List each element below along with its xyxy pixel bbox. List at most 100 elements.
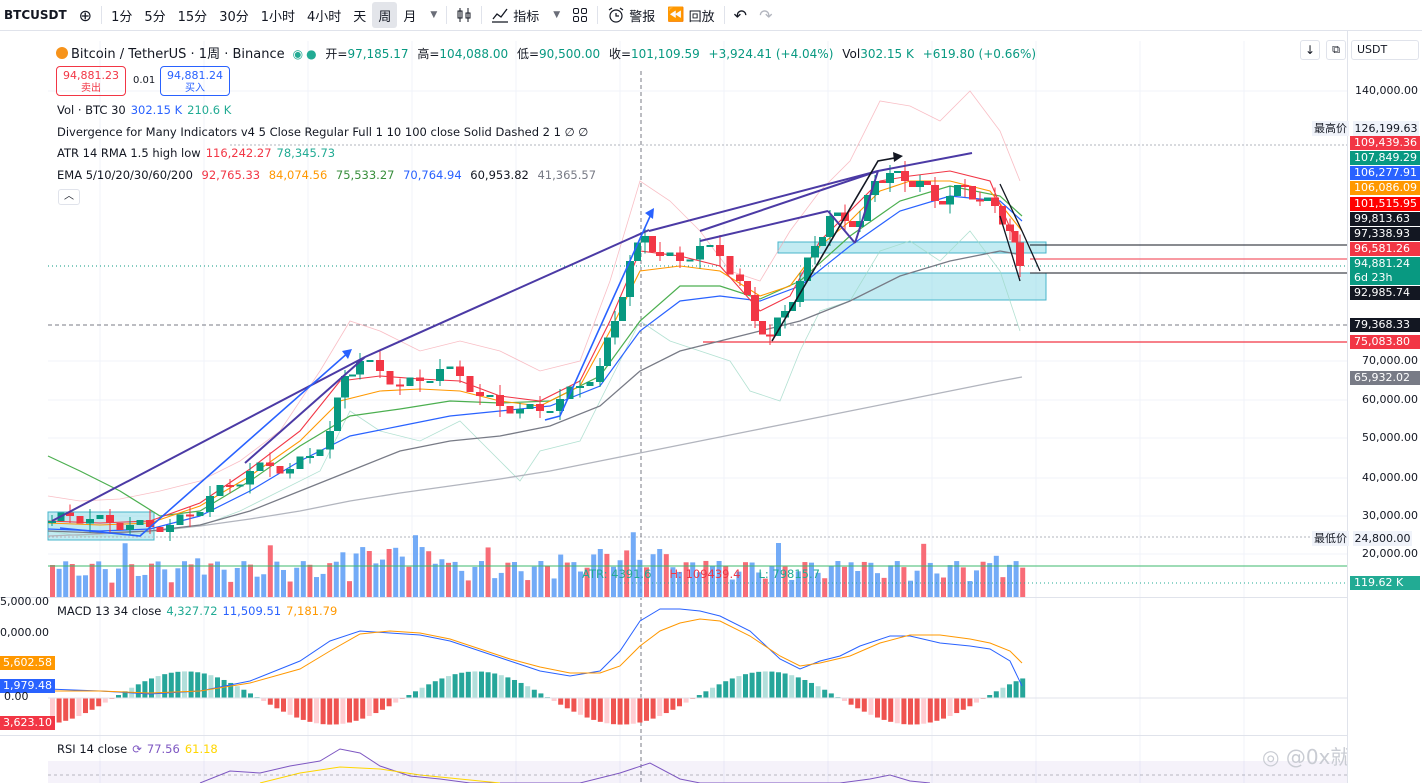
candle[interactable]: [256, 462, 264, 472]
candle[interactable]: [924, 181, 931, 185]
candle[interactable]: [826, 216, 834, 237]
candle[interactable]: [216, 485, 224, 496]
candle[interactable]: [86, 519, 94, 524]
candle[interactable]: [406, 377, 414, 387]
candle[interactable]: [811, 246, 819, 258]
candle[interactable]: [306, 456, 314, 458]
candle[interactable]: [366, 360, 374, 362]
candle[interactable]: [1011, 231, 1019, 243]
candle[interactable]: [48, 521, 56, 523]
candle[interactable]: [991, 197, 999, 207]
candle[interactable]: [426, 381, 434, 383]
candle[interactable]: [334, 397, 341, 432]
candle[interactable]: [626, 261, 634, 297]
candle[interactable]: [916, 181, 924, 187]
candle[interactable]: [766, 334, 774, 337]
candle[interactable]: [446, 366, 454, 370]
candle[interactable]: [526, 404, 534, 409]
candle[interactable]: [316, 449, 324, 457]
candle[interactable]: [576, 386, 584, 388]
symbol-search[interactable]: BTCUSDT: [4, 8, 67, 22]
interval-1h[interactable]: 1小时: [260, 9, 296, 25]
candle[interactable]: [386, 371, 394, 385]
candle[interactable]: [166, 525, 174, 532]
interval-15m[interactable]: 15分: [177, 9, 208, 25]
layouts-button[interactable]: [566, 0, 594, 31]
candle[interactable]: [146, 520, 154, 527]
alert-button[interactable]: 警报: [601, 0, 661, 31]
price-scale[interactable]: ↓ ⧉ USDT 140,000.00 最高价 126,199.63 109,4…: [1300, 31, 1422, 783]
pane-separator-macd[interactable]: [0, 735, 1347, 736]
macd-legend[interactable]: MACD 13 34 close 4,327.72 11,509.51 7,181.7…: [57, 604, 338, 618]
candle[interactable]: [436, 369, 444, 381]
candle[interactable]: [76, 516, 84, 524]
undo-button[interactable]: ↶: [728, 0, 753, 31]
candle[interactable]: [226, 485, 234, 487]
candle[interactable]: [774, 317, 781, 337]
candle[interactable]: [456, 366, 464, 377]
candle[interactable]: [886, 173, 894, 183]
collapse-legend-button[interactable]: ︿: [58, 189, 80, 205]
ema-legend[interactable]: EMA 5/10/20/30/60/200 92,765.33 84,074.5…: [57, 168, 597, 182]
interval-dropdown[interactable]: ▼: [422, 0, 443, 31]
redo-button[interactable]: ↷: [753, 0, 778, 31]
sell-button[interactable]: 94,881.23 卖出: [56, 66, 126, 96]
candle[interactable]: [546, 411, 554, 413]
candle[interactable]: [641, 236, 649, 243]
candle[interactable]: [804, 257, 811, 282]
visibility-eye-icon[interactable]: ◉: [292, 47, 304, 61]
chart-canvas[interactable]: [0, 31, 1347, 783]
candle[interactable]: [656, 252, 664, 256]
candle[interactable]: [236, 484, 244, 487]
interval-5m[interactable]: 5分: [144, 9, 166, 25]
candle[interactable]: [536, 404, 544, 411]
candle[interactable]: [466, 376, 474, 392]
candle[interactable]: [871, 181, 879, 195]
candle[interactable]: [326, 431, 334, 450]
candle[interactable]: [834, 212, 841, 217]
candle[interactable]: [156, 527, 164, 532]
candle[interactable]: [136, 520, 144, 525]
candle[interactable]: [476, 392, 484, 396]
candle[interactable]: [296, 456, 304, 470]
candle[interactable]: [619, 297, 626, 321]
candle[interactable]: [894, 171, 901, 173]
candle[interactable]: [116, 523, 124, 530]
candle[interactable]: [246, 471, 254, 485]
candle[interactable]: [946, 196, 954, 205]
candle[interactable]: [286, 469, 294, 474]
pane-separator-main[interactable]: [0, 597, 1347, 598]
candle[interactable]: [396, 384, 404, 387]
indicators-dropdown[interactable]: ▼: [545, 0, 566, 31]
candle[interactable]: [276, 466, 284, 474]
interval-1m[interactable]: 1分: [111, 9, 133, 25]
candle[interactable]: [266, 462, 274, 467]
fullscreen-button[interactable]: ⧉: [1326, 40, 1346, 60]
candle[interactable]: [376, 360, 384, 371]
candle[interactable]: [66, 512, 74, 517]
candle[interactable]: [516, 409, 524, 414]
candle[interactable]: [416, 377, 424, 382]
candle[interactable]: [1006, 224, 1014, 232]
candle[interactable]: [604, 337, 611, 367]
candle[interactable]: [666, 252, 674, 257]
candle[interactable]: [961, 185, 969, 187]
interval-1w[interactable]: 周: [372, 2, 398, 28]
interval-1d[interactable]: 天: [353, 9, 367, 25]
currency-select[interactable]: USDT: [1351, 40, 1419, 60]
candle[interactable]: [856, 221, 864, 227]
interval-4h[interactable]: 4小时: [307, 9, 342, 25]
candle[interactable]: [686, 259, 694, 262]
indicators-button[interactable]: 指标: [485, 0, 545, 31]
candle[interactable]: [349, 374, 356, 377]
candle[interactable]: [706, 245, 714, 247]
candle[interactable]: [649, 236, 656, 252]
candle[interactable]: [939, 201, 946, 205]
candle[interactable]: [696, 246, 704, 260]
candle[interactable]: [879, 181, 886, 183]
candle[interactable]: [901, 171, 909, 181]
divergence-legend[interactable]: Divergence for Many Indicators v4 5 Clos…: [57, 125, 589, 139]
candle[interactable]: [954, 185, 961, 196]
candle[interactable]: [984, 197, 991, 202]
candle[interactable]: [716, 245, 724, 256]
